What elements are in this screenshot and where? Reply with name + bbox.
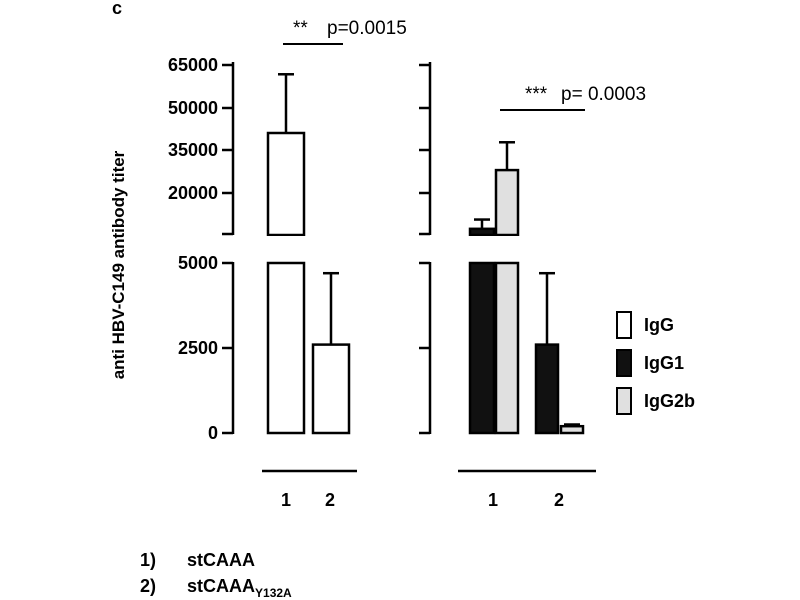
sig-left-p: p=0.0015 xyxy=(327,18,407,39)
footnote-text-main: stCAAA xyxy=(187,576,255,596)
y-tick-label: 50000 xyxy=(168,98,218,118)
footnote-text: stCAAA xyxy=(187,550,255,570)
significance-left: ** p=0.0015 xyxy=(283,18,407,45)
bar-igg1-1-lower xyxy=(468,261,496,435)
significance-right: *** p= 0.0003 xyxy=(500,84,646,111)
y-tick-label: 20000 xyxy=(168,183,218,203)
bar-igg1-2 xyxy=(534,343,560,435)
bar-igg2b-2 xyxy=(559,424,585,435)
bar-igg-1-lower xyxy=(266,261,306,435)
x-tick-label: 2 xyxy=(554,490,564,510)
sig-left-stars: ** xyxy=(293,18,308,39)
sig-right-stars: *** xyxy=(525,84,548,105)
left-axis-ticks xyxy=(222,63,233,435)
bar-igg1-1 xyxy=(468,227,496,237)
right-axis-ticks xyxy=(419,63,430,435)
legend-swatch-igg1 xyxy=(616,349,632,377)
legend: IgG IgG1 IgG2b xyxy=(616,311,695,415)
footnote-text: stCAAAY132A xyxy=(187,576,292,600)
footnote-num: 2) xyxy=(140,576,156,596)
x-tick-label: 1 xyxy=(488,490,498,510)
legend-label: IgG1 xyxy=(644,353,684,373)
legend-swatch-igg xyxy=(616,311,632,339)
bar-igg-1 xyxy=(266,131,306,237)
y-tick-label: 5000 xyxy=(178,253,218,273)
bar-igg1-1-gap-mask xyxy=(468,236,496,261)
y-tick-label: 65000 xyxy=(168,55,218,75)
footnote-num: 1) xyxy=(140,550,156,570)
x-tick-label: 1 xyxy=(281,490,291,510)
y-axis-label: anti HBV-C149 antibody titer xyxy=(109,150,128,379)
sig-right-p: p= 0.0003 xyxy=(561,84,646,105)
x-tick-label: 2 xyxy=(325,490,335,510)
legend-label: IgG xyxy=(644,315,674,335)
footnote: 1) stCAAA 2) stCAAAY132A xyxy=(140,550,292,600)
bar-igg-2 xyxy=(311,343,351,435)
bar-igg2b-1-gap-mask xyxy=(494,236,520,261)
bar-igg2b-1-lower xyxy=(494,261,520,435)
panel-label: c xyxy=(112,0,122,18)
bar-igg2b-1 xyxy=(494,168,520,237)
bars-layer xyxy=(266,73,585,435)
y-tick-label: 35000 xyxy=(168,140,218,160)
y-tick-label: 0 xyxy=(208,423,218,443)
bar-igg-1-gap-mask xyxy=(266,236,306,261)
y-tick-label: 2500 xyxy=(178,338,218,358)
legend-label: IgG2b xyxy=(644,391,695,411)
legend-swatch-igg2b xyxy=(616,387,632,415)
footnote-subscript: Y132A xyxy=(255,586,292,600)
